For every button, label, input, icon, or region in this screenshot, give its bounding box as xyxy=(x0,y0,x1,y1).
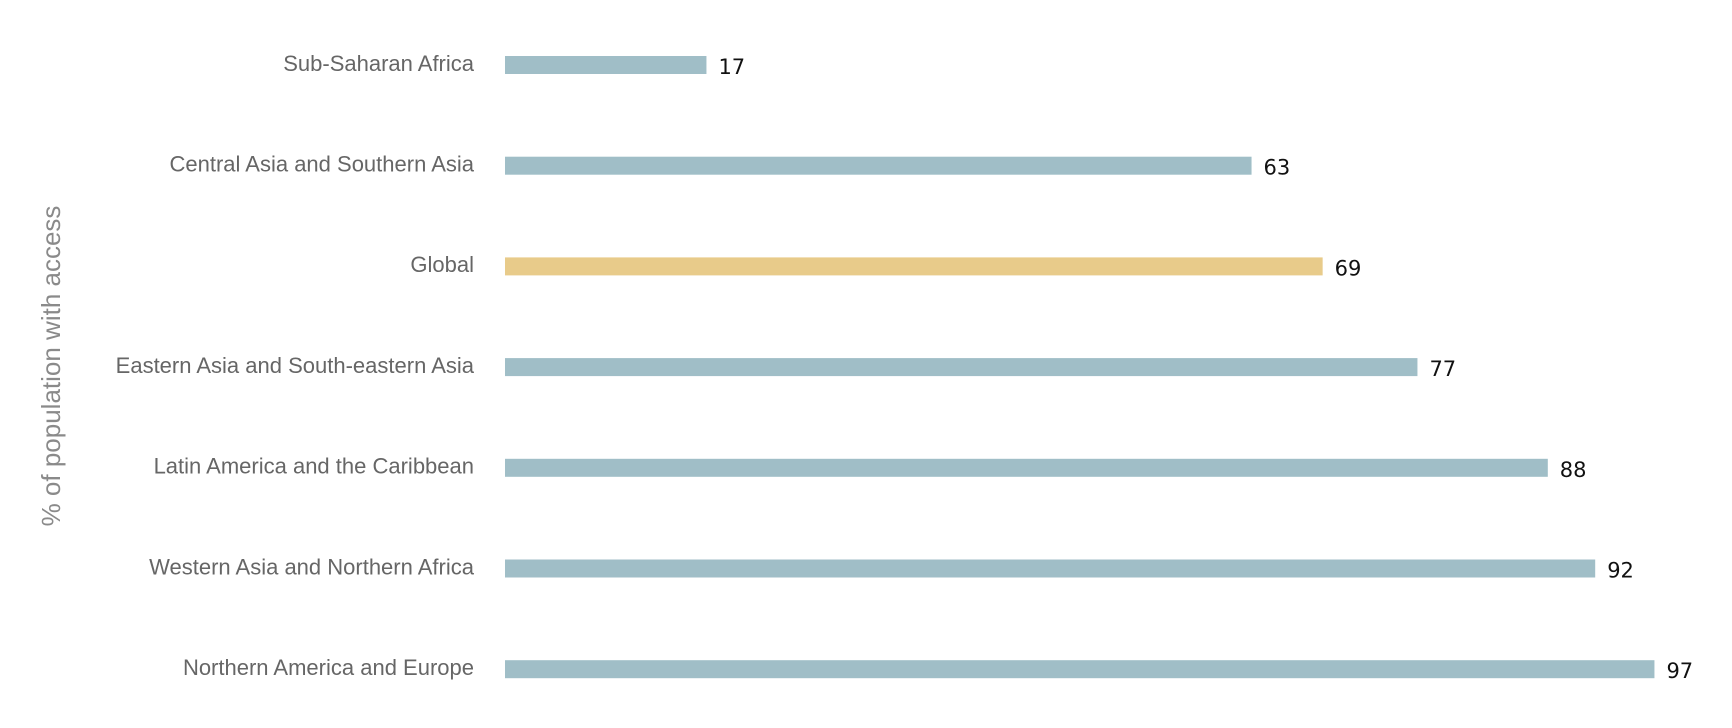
bar xyxy=(505,660,1655,679)
y-axis-label: % of population with access xyxy=(36,206,66,527)
bar xyxy=(505,458,1548,477)
bar-row: Sub-Saharan Africa 17 xyxy=(283,51,745,79)
bar-row: Central Asia and Southern Asia 63 xyxy=(169,152,1290,180)
bar xyxy=(505,56,707,74)
bar xyxy=(505,559,1596,578)
category-label: Western Asia and Northern Africa xyxy=(149,554,475,579)
value-label: 69 xyxy=(1335,256,1362,280)
category-label: Northern America and Europe xyxy=(183,655,474,680)
value-label: 92 xyxy=(1607,559,1634,583)
category-label: Sub-Saharan Africa xyxy=(283,51,475,76)
bar-row: Latin America and the Caribbean 88 xyxy=(154,454,1587,482)
category-label: Global xyxy=(410,252,474,277)
bar xyxy=(505,156,1252,175)
bar-row: Northern America and Europe 97 xyxy=(183,655,1693,683)
bar-row: Western Asia and Northern Africa 92 xyxy=(149,554,1634,582)
bars-layer: Sub-Saharan Africa 17 Central Asia and Sou… xyxy=(116,51,1694,683)
value-label: 77 xyxy=(1429,357,1456,381)
category-label: Eastern Asia and South-eastern Asia xyxy=(116,353,475,378)
value-label: 63 xyxy=(1264,156,1291,180)
category-label: Latin America and the Caribbean xyxy=(154,454,474,479)
value-label: 88 xyxy=(1560,458,1587,482)
bar-highlight xyxy=(505,257,1323,276)
bar-row: Global 69 xyxy=(410,252,1361,280)
value-label: 97 xyxy=(1666,659,1693,683)
bar-row: Eastern Asia and South-eastern Asia 77 xyxy=(116,353,1457,381)
bar xyxy=(505,358,1418,377)
value-label: 17 xyxy=(718,55,745,79)
category-label: Central Asia and Southern Asia xyxy=(169,152,474,177)
